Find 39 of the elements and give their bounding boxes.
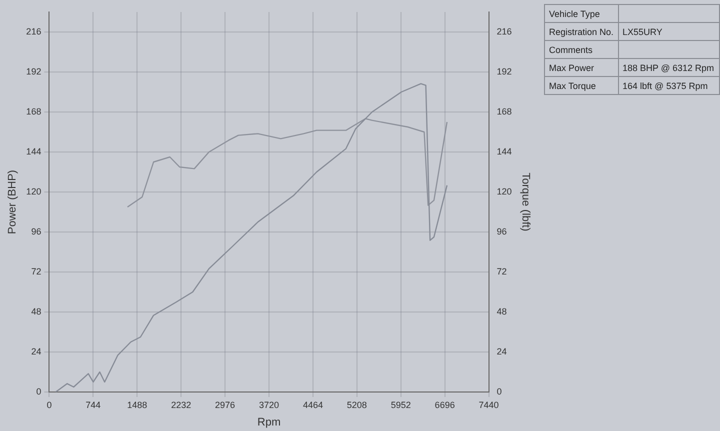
y-tick-label: 192 xyxy=(26,66,42,76)
y2-tick-label: 168 xyxy=(496,106,512,116)
text: Comments xyxy=(544,40,618,58)
y2-tick-label: 144 xyxy=(496,146,512,156)
y-axis-title: Power (BHP) xyxy=(6,170,19,234)
x-tick-label: 0 xyxy=(46,400,52,410)
x-tick-label: 3720 xyxy=(258,400,280,410)
y-tick-label: 168 xyxy=(26,106,42,116)
x-tick-label: 744 xyxy=(86,400,101,410)
y2-tick-label: 192 xyxy=(496,66,512,76)
x-tick-label: 7440 xyxy=(478,400,499,410)
y-tick-label: 24 xyxy=(31,346,42,356)
y-tick-label: 120 xyxy=(26,186,42,196)
y2-tick-label: 120 xyxy=(496,186,512,196)
y-tick-label: 216 xyxy=(26,26,42,36)
text: Max Power 188 BHP @ 6312 Rpm xyxy=(549,62,714,72)
y-tick-label: 96 xyxy=(31,226,42,236)
y2-tick-label: 216 xyxy=(496,26,512,36)
x-tick-label: 2976 xyxy=(215,400,236,410)
text: Registration No. LX55URY xyxy=(548,26,664,39)
y2-tick-label: 48 xyxy=(496,306,507,316)
x-tick-label: 4464 xyxy=(302,400,323,410)
y-tick-label: 144 xyxy=(26,146,42,156)
x-axis-title: Rpm xyxy=(257,416,281,428)
y2-tick-label: 0 xyxy=(496,386,502,396)
x-tick-label: 6696 xyxy=(434,400,455,410)
text: Max Torque 164 lbft @ 5375 Rpm xyxy=(549,80,708,90)
text: Vehicle Type xyxy=(544,4,618,22)
x-tick-label: 5208 xyxy=(346,400,367,410)
y2-tick-label: 96 xyxy=(496,226,507,236)
x-tick-label: 5952 xyxy=(390,400,411,410)
y-tick-label: 72 xyxy=(31,266,42,276)
y-tick-label: 0 xyxy=(36,386,42,396)
y2-tick-label: 24 xyxy=(496,346,507,356)
y-tick-label: 48 xyxy=(31,306,42,316)
y2-axis-title: Torque (lbft) xyxy=(519,172,532,232)
x-tick-label: 1488 xyxy=(127,400,148,410)
y2-tick-label: 72 xyxy=(496,266,507,276)
x-tick-label: 2232 xyxy=(171,400,192,410)
